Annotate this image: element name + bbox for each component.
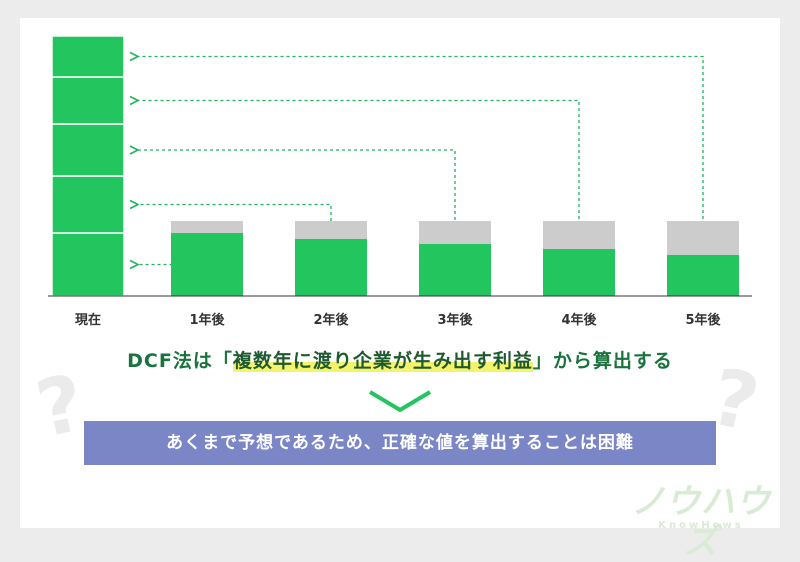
statement-highlight: 複数年に渡り企業が生み出す利益 bbox=[232, 350, 533, 372]
knowhows-logo: ノウハウズ KnowHows bbox=[616, 482, 786, 562]
present-stack-segment bbox=[51, 76, 125, 125]
discount-segment bbox=[667, 221, 739, 255]
present-value-bar bbox=[419, 244, 491, 296]
discount-segment bbox=[543, 221, 615, 249]
discount-segment bbox=[171, 221, 243, 233]
statement-after: 」から算出する bbox=[532, 350, 673, 372]
discount-arrow bbox=[138, 101, 580, 249]
chevron-down-icon bbox=[368, 390, 432, 412]
present-value-bar bbox=[667, 255, 739, 296]
logo-subtext: KnowHows bbox=[658, 520, 744, 531]
dcf-diagram: 現在 1年後 2年後 3年後 4年後 5年後 bbox=[48, 35, 752, 328]
discount-arrow bbox=[138, 205, 332, 239]
x-label-year1: 1年後 bbox=[189, 312, 225, 328]
discount-segment bbox=[295, 221, 367, 239]
dcf-statement: DCF法は「複数年に渡り企業が生み出す利益」から算出する bbox=[0, 346, 800, 373]
statement-before: DCF法は「 bbox=[127, 350, 233, 372]
discount-arrow bbox=[138, 150, 456, 244]
present-stack-segment bbox=[51, 123, 125, 177]
present-value-bar bbox=[295, 239, 367, 296]
x-label-present: 現在 bbox=[75, 312, 101, 328]
x-label-year3: 3年後 bbox=[437, 312, 473, 328]
present-stack-segment bbox=[51, 35, 125, 78]
present-value-bar bbox=[543, 249, 615, 296]
present-value-bar bbox=[171, 233, 243, 296]
x-label-year5: 5年後 bbox=[685, 312, 721, 328]
x-label-year2: 2年後 bbox=[313, 312, 349, 328]
conclusion-banner: あくまで予想であるため、正確な値を算出することは困難 bbox=[84, 421, 716, 465]
x-label-year4: 4年後 bbox=[561, 312, 597, 328]
present-stack-segment bbox=[51, 232, 125, 297]
present-stack-segment bbox=[51, 175, 125, 234]
discount-segment bbox=[419, 221, 491, 244]
discount-arrow bbox=[138, 57, 704, 255]
